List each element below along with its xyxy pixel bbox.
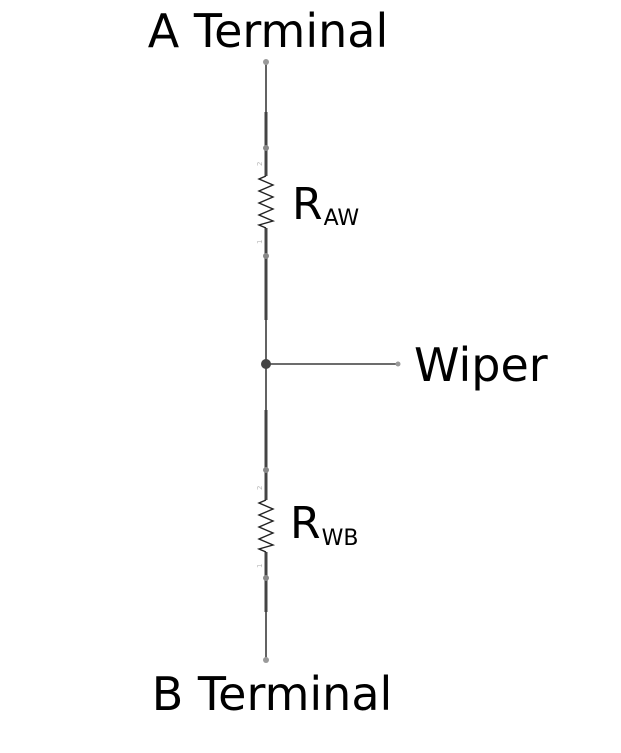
resistor-aw-label: RAW [292, 179, 359, 231]
wiper-label: Wiper [414, 338, 548, 392]
resistor-wb-pin-top: 2 [256, 486, 264, 490]
wiper-junction-dot-icon [261, 359, 271, 369]
resistor-aw-zigzag-icon [256, 175, 276, 229]
rwb-pin2-dot-icon [263, 467, 269, 473]
wires [265, 62, 398, 660]
connection-points [261, 59, 401, 663]
raw-pin2-dot-icon [263, 145, 269, 151]
resistor-wb-label: RWB [290, 498, 358, 551]
b-terminal-label: B Terminal [152, 667, 393, 721]
resistor-wb-pin-bottom: 1 [256, 564, 264, 568]
resistor-wb-sub-label: WB [322, 526, 359, 551]
resistor-aw-main-label: R [292, 179, 323, 230]
a-terminal-dot-icon [263, 59, 269, 65]
rwb-pin1-dot-icon [263, 575, 269, 581]
a-terminal-label: A Terminal [148, 4, 389, 58]
resistor-wb-zigzag-icon [256, 499, 276, 553]
resistor-aw-sub-label: AW [324, 206, 360, 231]
raw-pin1-dot-icon [263, 253, 269, 259]
resistor-aw-pin-top: 2 [256, 162, 264, 166]
resistor-aw-pin-bottom: 1 [256, 240, 264, 244]
resistor-wb-main-label: R [290, 498, 321, 549]
resistor-aw: 2 1 RAW [256, 162, 359, 244]
wiper-end-dot-icon [395, 361, 401, 367]
resistor-wb: 2 1 RWB [256, 486, 358, 568]
b-terminal-dot-icon [263, 657, 269, 663]
